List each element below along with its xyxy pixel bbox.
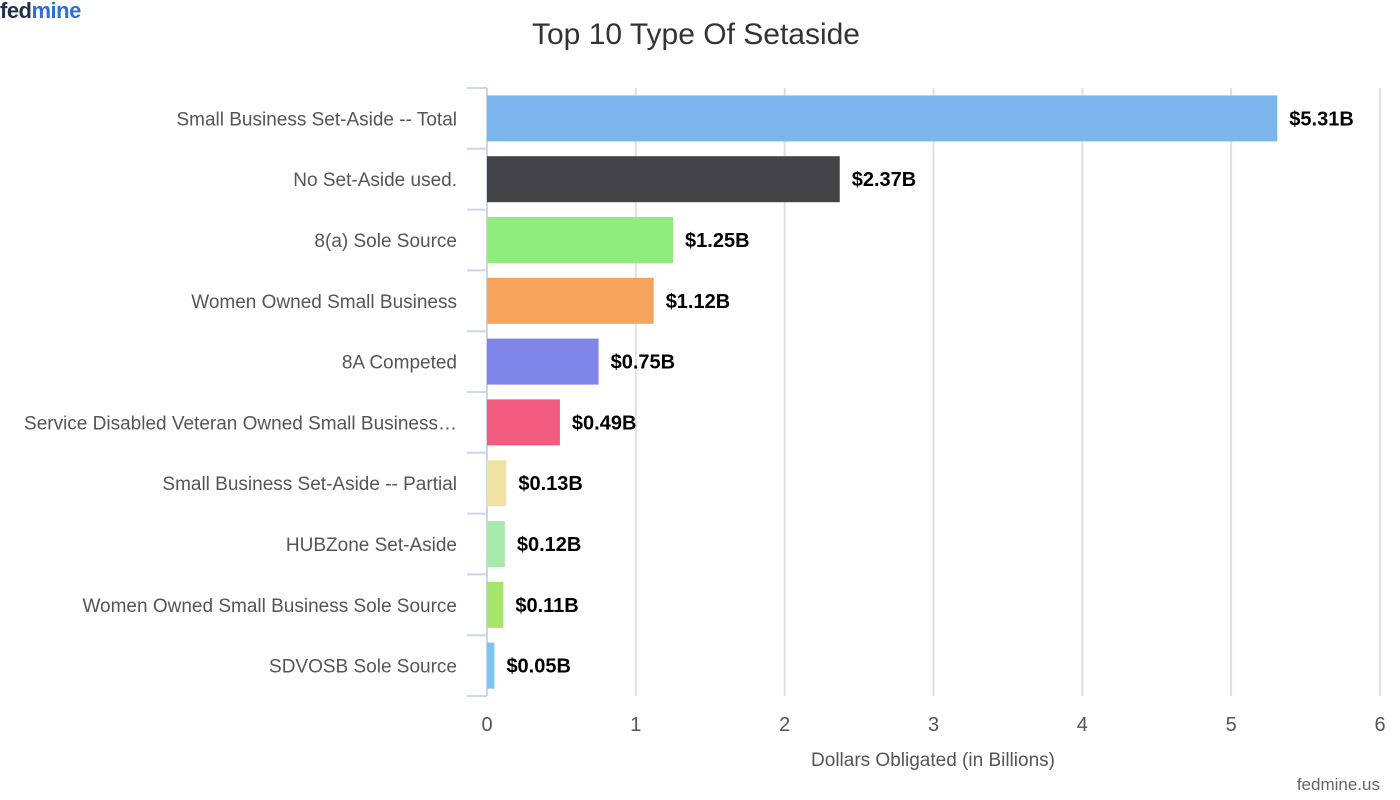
x-tick-label: 2 — [779, 714, 790, 736]
category-axis — [467, 87, 488, 697]
data-label: $1.25B — [685, 230, 750, 252]
data-label: $0.05B — [506, 656, 570, 678]
x-tick-label: 0 — [481, 714, 492, 736]
data-label: $0.12B — [517, 534, 582, 556]
x-tick-label: 3 — [928, 714, 939, 736]
bar — [487, 156, 840, 203]
fedmine-logo: fedmine — [0, 0, 81, 23]
bar — [487, 217, 674, 263]
category-label: Women Owned Small Business Sole Source — [82, 596, 457, 617]
x-axis-ticks: 0 1 2 3 4 5 6 — [481, 714, 1385, 736]
bar — [487, 338, 599, 385]
x-tick-label: 6 — [1374, 714, 1385, 736]
bar — [487, 399, 560, 446]
category-label: SDVOSB Sole Source — [269, 657, 457, 678]
bars — [487, 95, 1278, 689]
chart-title: Top 10 Type Of Setaside — [532, 18, 860, 51]
bar — [487, 460, 507, 507]
data-label: $5.31B — [1289, 108, 1354, 130]
data-label: $0.13B — [518, 473, 583, 495]
category-label: Small Business Set-Aside -- Total — [176, 109, 457, 130]
bar — [487, 521, 505, 567]
x-axis-label: Dollars Obligated (in Billions) — [811, 750, 1055, 771]
bar — [487, 642, 495, 689]
category-label: Women Owned Small Business — [191, 292, 457, 313]
category-labels: Small Business Set-Aside -- Total No Set-… — [24, 109, 457, 677]
x-tick-label: 1 — [630, 714, 641, 736]
category-label: 8(a) Sole Source — [314, 231, 457, 252]
category-label: HUBZone Set-Aside — [286, 535, 457, 556]
category-label: Small Business Set-Aside -- Partial — [162, 474, 457, 495]
x-tick-label: 4 — [1077, 714, 1088, 736]
category-label: No Set-Aside used. — [293, 170, 457, 191]
category-label: 8A Competed — [342, 353, 457, 374]
data-label: $0.11B — [515, 595, 578, 617]
bar — [487, 277, 654, 324]
data-label: $1.12B — [666, 291, 731, 313]
category-label: Service Disabled Veteran Owned Small Bus… — [24, 413, 457, 434]
data-labels: $5.31B $2.37B $1.25B $1.12B $0.75B $0.49B $0.1… — [506, 108, 1353, 677]
credit-text: fedmine.us — [1296, 775, 1380, 794]
data-label: $0.49B — [572, 412, 637, 434]
data-label: $0.75B — [611, 352, 676, 374]
x-tick-label: 5 — [1226, 714, 1237, 736]
bar — [487, 581, 504, 628]
bar — [487, 95, 1278, 142]
data-label: $2.37B — [852, 169, 917, 191]
